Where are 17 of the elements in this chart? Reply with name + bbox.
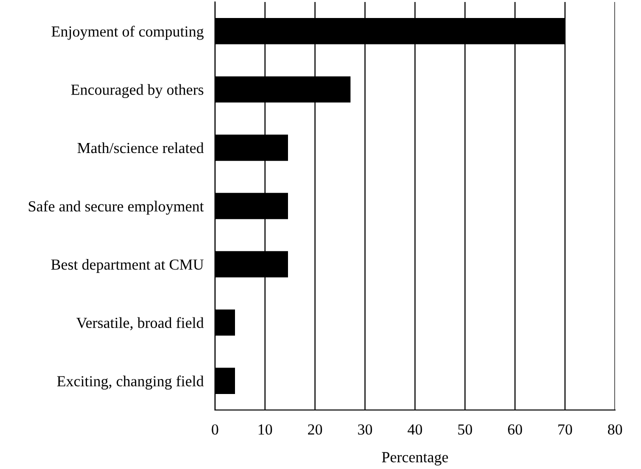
x-tick-label: 10 xyxy=(258,424,272,435)
x-tick-label: 50 xyxy=(458,424,472,435)
y-tick-label: Safe and secure employment xyxy=(28,200,204,215)
y-tick-label: Enjoyment of computing xyxy=(52,26,204,40)
y-tick-label: Encouraged by others xyxy=(71,84,204,98)
x-tick-label: 60 xyxy=(508,424,522,435)
x-tick-label: 20 xyxy=(308,424,322,435)
y-tick-label: Exciting, changing field xyxy=(57,375,204,390)
x-tick-label: 40 xyxy=(408,424,422,435)
y-tick-label: Versatile, broad field xyxy=(76,317,204,330)
y-tick-label: Best department at CMU xyxy=(51,258,204,273)
x-tick-label: 80 xyxy=(608,424,622,435)
x-tick-label: 30 xyxy=(358,424,372,435)
x-tick-label: 70 xyxy=(558,424,572,435)
y-tick-label: Math/science related xyxy=(77,142,204,154)
x-axis-title: Percentage xyxy=(382,452,448,466)
x-tick-label: 0 xyxy=(212,424,218,435)
